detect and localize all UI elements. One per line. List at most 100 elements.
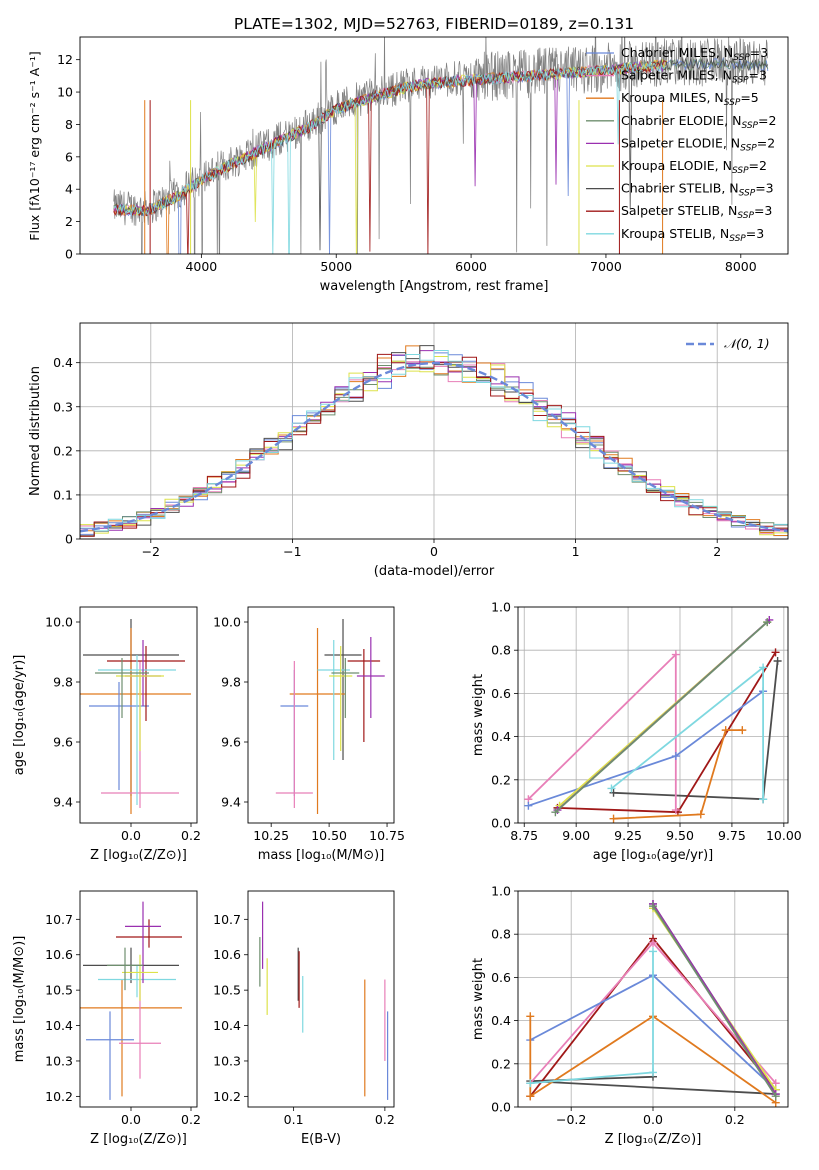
spectrum-axes: 4000 5000 6000 7000 8000 0 2 4 6 8 10 12 wavelength … (27, 36, 789, 294)
spectrum-xtick-label-0: 4000 (185, 259, 217, 274)
spectrum-frame (79, 36, 789, 255)
spectrum-legend-sub-6: SSP (739, 189, 756, 199)
mass-age-plot-area (275, 619, 385, 814)
spectrum-legend-sub-0: SSP (733, 53, 750, 63)
z-age-ytick-label-3: 10.0 (45, 615, 73, 630)
age-weight-series-line-8 (554, 621, 768, 813)
z-mass-frame (79, 890, 198, 1108)
age-weight-plot-area (524, 615, 782, 823)
mass-age-xtick-label-0: 10.25 (253, 828, 289, 843)
residuals-xtick-label-1: −1 (283, 544, 301, 559)
residuals-xlabel: (data-model)/error (374, 564, 495, 579)
mass-age-point-0 (324, 619, 362, 760)
spectrum-legend-suffix-2: =5 (740, 90, 758, 105)
z-mass-ylabel: mass [log₁₀(M/M⊙)] (12, 936, 27, 1063)
z-age-xlabel: Z [log₁₀(Z/Z⊙)] (90, 848, 187, 863)
age-weight-ylabel: mass weight (471, 674, 486, 756)
z-mass-point-1 (80, 979, 182, 1097)
z-age-point-2 (89, 682, 149, 790)
spectrum-legend-sub-8: SSP (729, 234, 746, 244)
z-age-point-8 (95, 658, 149, 718)
spectrum-legend-sub-7: SSP (737, 211, 754, 221)
z-weight-ytick-label-3: 0.6 (491, 970, 511, 985)
residuals-legend-label: 𝒩(0, 1) (724, 336, 770, 351)
age-weight-axes: 8.75 9.00 9.25 9.50 9.75 10.00 0.0 0.2 0.4 0.6 0.8… (471, 600, 802, 864)
z-weight-xtick-label-1: 0.0 (643, 1112, 663, 1127)
spectrum-legend-label-8: Kroupa STELIB, NSSP=3 (621, 226, 764, 244)
mass-age-point-7 (329, 646, 353, 751)
z-weight-series-line-7 (652, 903, 777, 1095)
ebv-mass-frame (247, 890, 395, 1108)
z-weight-xtick-label-0: −0.2 (556, 1112, 586, 1127)
spectrum-title: PLATE=1302, MJD=52763, FIBERID=0189, z=0… (234, 15, 634, 33)
ebv-mass-axes: 0.1 0.2 10.2 10.3 10.4 10.5 10.6 10.7 E(B-V) (213, 890, 395, 1147)
residuals-hist-7 (80, 353, 788, 537)
spectrum-legend-sub-5: SSP (732, 166, 749, 176)
mass-age-ytick-label-3: 10.0 (213, 615, 241, 630)
z-age-point-1 (80, 628, 191, 814)
mass-age-point-8 (331, 658, 360, 718)
spectrum-legend-label-6: Chabrier STELIB, NSSP=3 (621, 181, 774, 199)
z-mass-xlabel: Z [log₁₀(Z/Z⊙)] (90, 1132, 187, 1147)
z-age-xtick-label-0: 0.0 (121, 828, 141, 843)
spectrum-xlabel: wavelength [Angstrom, rest frame] (320, 279, 549, 294)
z-mass-ytick-label-3: 10.5 (45, 983, 73, 998)
age-weight-xtick-label-1: 9.00 (562, 828, 590, 843)
z-weight-ytick-label-5: 1.0 (491, 884, 511, 899)
spectrum-ytick-label-3: 6 (65, 149, 73, 164)
age-weight-marker-3-0 (524, 801, 533, 810)
age-weight-marker-4-2 (759, 795, 768, 804)
ebv-mass-ytick-label-2: 10.4 (213, 1018, 241, 1033)
spectrum-ytick-label-2: 4 (65, 182, 73, 197)
z-weight-marker-4-0 (526, 1012, 535, 1021)
z-weight-plot-area (526, 899, 780, 1107)
ebv-mass-ytick-label-1: 10.3 (213, 1053, 241, 1068)
ebv-mass-ytick-label-5: 10.7 (213, 912, 241, 927)
age-weight-xtick-label-3: 9.50 (666, 828, 694, 843)
age-weight-ytick-label-3: 0.6 (491, 686, 511, 701)
spectrum-legend-sub-2: SSP (724, 98, 741, 108)
z-weight-xlabel: Z [log₁₀(Z/Z⊙)] (605, 1132, 702, 1147)
age-weight-xtick-label-2: 9.25 (614, 828, 642, 843)
z-weight-marker-5-2 (649, 947, 657, 956)
residuals-axes: −2 −1 0 1 2 0 0.1 0.2 0.3 0.4 (data-model)/error No… (28, 322, 789, 579)
z-mass-xtick-label-0: 0.0 (121, 1112, 141, 1127)
mass-age-axes: 10.25 10.50 10.75 9.4 9.6 9.8 10.0 mass [log₁₀(… (213, 606, 405, 863)
z-mass-ytick-label-4: 10.6 (45, 947, 73, 962)
age-weight-marker-0-0 (609, 788, 618, 797)
z-age-ytick-label-2: 9.8 (53, 675, 73, 690)
age-weight-marker-5-3 (738, 726, 747, 735)
residuals-ylabel: Normed distribution (28, 366, 43, 496)
age-weight-ytick-label-2: 0.4 (491, 729, 511, 744)
z-age-point-4 (107, 646, 185, 721)
z-mass-ytick-label-5: 10.7 (45, 912, 73, 927)
spectrum-ytick-label-0: 0 (65, 247, 73, 262)
spectrum-xtick-label-1: 5000 (320, 259, 352, 274)
age-weight-ytick-label-0: 0.0 (491, 816, 511, 831)
spectrum-xtick-label-3: 7000 (590, 259, 622, 274)
z-weight-marker-8-1 (771, 1092, 780, 1101)
mass-age-xtick-label-1: 10.50 (311, 828, 347, 843)
z-age-frame (79, 606, 198, 824)
z-weight-marker-5-0 (526, 1079, 535, 1088)
spectrum-ytick-label-4: 8 (65, 117, 73, 132)
age-weight-marker-3-1 (671, 752, 680, 761)
age-weight-frame (517, 606, 789, 824)
spectrum-legend-suffix-4: =2 (757, 135, 775, 150)
z-mass-ytick-label-0: 10.2 (45, 1089, 73, 1104)
z-weight-ytick-label-2: 0.4 (491, 1013, 511, 1028)
z-age-ylabel: age [log₁₀(age/yr)] (12, 655, 27, 776)
z-weight-marker-5-1 (649, 1068, 657, 1077)
residuals-frame (79, 322, 789, 540)
residuals-ytick-label-1: 0.1 (53, 487, 73, 502)
spectrum-legend-sub-3: SSP (741, 121, 758, 131)
z-weight-ytick-label-0: 0.0 (491, 1100, 511, 1115)
age-weight-xlabel: age [log₁₀(age/yr)] (593, 848, 714, 863)
z-weight-xtick-label-2: 0.2 (725, 1112, 745, 1127)
spectrum-legend-label-1: Salpeter MILES, NSSP=3 (621, 68, 767, 86)
z-age-xtick-label-1: 0.2 (181, 828, 201, 843)
spectrum-legend-label-5: Kroupa ELODIE, NSSP=2 (621, 158, 767, 176)
age-weight-xtick-label-0: 8.75 (510, 828, 538, 843)
age-weight-series-line-2 (527, 652, 677, 810)
z-mass-xtick-label-1: 0.2 (181, 1112, 201, 1127)
